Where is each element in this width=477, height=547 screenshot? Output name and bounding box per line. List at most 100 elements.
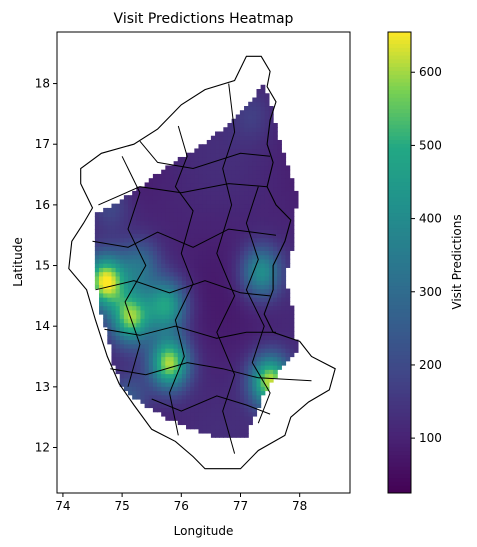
heat-cell [236, 199, 241, 204]
heat-cell [236, 412, 241, 417]
heat-cell [215, 238, 220, 243]
heat-cell [174, 399, 179, 404]
heat-cell [149, 259, 154, 264]
heat-cell [145, 335, 150, 340]
heat-cell [252, 395, 257, 400]
heat-cell [256, 267, 261, 272]
heat-cell [227, 182, 232, 187]
heat-cell [269, 242, 274, 247]
heat-cell [124, 323, 129, 328]
heat-cell [207, 148, 212, 153]
heat-cell [269, 182, 274, 187]
heat-cell [203, 335, 208, 340]
heat-cell [136, 378, 141, 383]
heat-cell [120, 306, 125, 311]
heat-cell [207, 289, 212, 294]
heat-cell [149, 365, 154, 370]
heat-cell [153, 403, 158, 408]
heat-cell [153, 310, 158, 315]
heat-cell [157, 216, 162, 221]
heat-cell [269, 216, 274, 221]
heat-cell [186, 323, 191, 328]
heat-cell [161, 297, 166, 302]
heat-cell [256, 178, 261, 183]
heat-cell [174, 357, 179, 362]
heat-cell [165, 178, 170, 183]
heat-cell [103, 259, 108, 264]
heat-cell [161, 225, 166, 230]
heat-cell [256, 199, 261, 204]
heat-cell [211, 191, 216, 196]
heat-cell [261, 204, 266, 209]
heat-cell [215, 318, 220, 323]
heat-cell [190, 267, 195, 272]
heat-cell [186, 250, 191, 255]
heat-cell [178, 259, 183, 264]
heat-cell [145, 212, 150, 217]
colorbar-strip [388, 224, 411, 228]
heat-cell [269, 369, 274, 374]
heat-cell [281, 182, 286, 187]
heat-cell [111, 280, 116, 285]
heat-cell [265, 238, 270, 243]
heat-cell [211, 140, 216, 145]
heat-cell [157, 297, 162, 302]
heat-cell [178, 374, 183, 379]
colorbar-strip [388, 174, 411, 178]
heat-cell [256, 390, 261, 395]
heat-cell [211, 412, 216, 417]
heat-cell [290, 318, 295, 323]
heat-cell [149, 340, 154, 345]
heat-cell [116, 229, 121, 234]
heat-cell [182, 340, 187, 345]
heat-cell [290, 238, 295, 243]
heat-cell [149, 212, 154, 217]
heat-cell [194, 216, 199, 221]
heat-cell [95, 246, 100, 251]
heat-cell [265, 289, 270, 294]
heat-cell [149, 267, 154, 272]
heat-cell [182, 276, 187, 281]
heat-cell [190, 318, 195, 323]
heat-cell [120, 233, 125, 238]
heat-cell [169, 361, 174, 366]
heat-cell [269, 131, 274, 136]
heat-cell [157, 238, 162, 243]
heat-cell [194, 182, 199, 187]
heat-cell [190, 314, 195, 319]
heat-cell [198, 144, 203, 149]
heat-cell [232, 429, 237, 434]
heat-cell [136, 314, 141, 319]
heat-cell [227, 323, 232, 328]
heat-cell [140, 399, 145, 404]
heat-cell [149, 323, 154, 328]
heat-cell [232, 250, 237, 255]
heat-cell [240, 238, 245, 243]
heat-cell [107, 301, 112, 306]
heat-cell [157, 348, 162, 353]
heat-cell [161, 208, 166, 213]
heat-cell [236, 361, 241, 366]
heat-cell [285, 195, 290, 200]
heat-cell [236, 204, 241, 209]
heat-cell [190, 157, 195, 162]
heat-cell [198, 327, 203, 332]
heat-cell [99, 225, 104, 230]
heat-cell [157, 204, 162, 209]
heat-cell [277, 297, 282, 302]
heat-cell [207, 369, 212, 374]
heat-cell [240, 340, 245, 345]
heat-cell [240, 216, 245, 221]
heat-cell [232, 424, 237, 429]
heat-cell [277, 323, 282, 328]
heat-cell [232, 344, 237, 349]
heat-cell [223, 208, 228, 213]
heat-cell [153, 242, 158, 247]
heat-cell [178, 208, 183, 213]
heat-cell [203, 170, 208, 175]
heat-cell [140, 199, 145, 204]
heat-cell [215, 204, 220, 209]
heat-cell [236, 395, 241, 400]
heat-cell [95, 255, 100, 260]
heat-cell [265, 352, 270, 357]
